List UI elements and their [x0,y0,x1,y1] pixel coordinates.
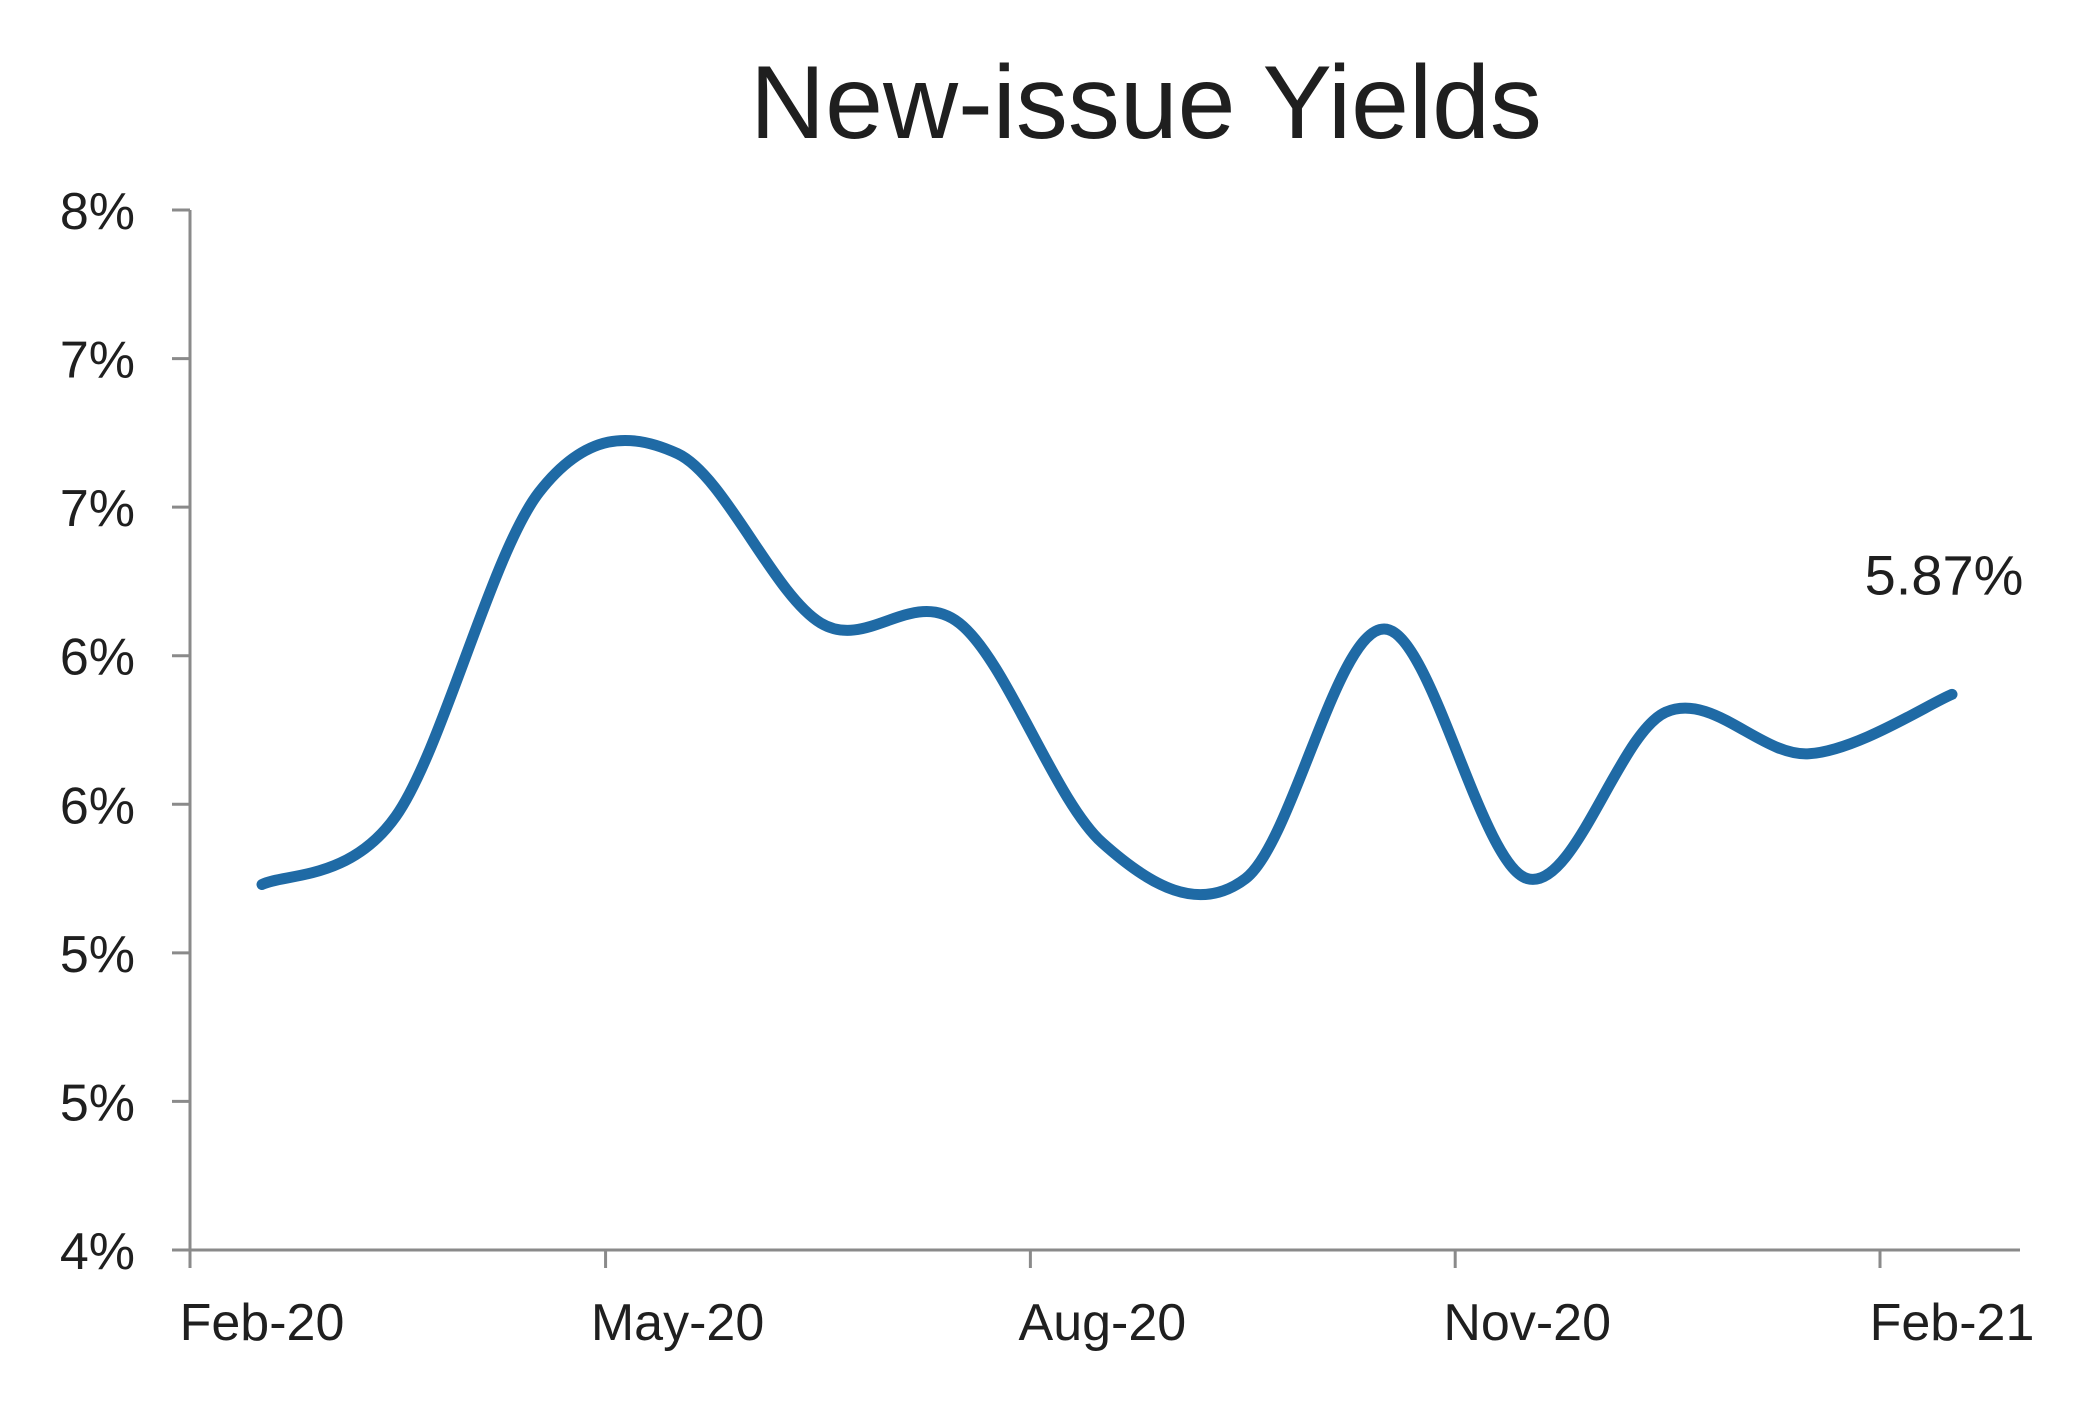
x-tick-label: Nov-20 [1443,1294,1611,1352]
x-tick-label: Feb-21 [1870,1294,2035,1352]
x-tick-label: Aug-20 [1019,1294,1187,1352]
y-tick-label: 7% [60,332,135,390]
x-axis-ticks: Feb-20 May-20 Aug-20 Nov-20 Feb-21 [180,1250,2035,1352]
y-tick-label: 5% [60,926,135,984]
y-tick-label: 5% [60,1074,135,1132]
y-tick-label: 6% [60,777,135,835]
chart-title: New-issue Yields [750,45,1542,161]
series-group [256,434,1958,901]
data-labels: 5.87% [1865,543,2024,606]
series-line [256,434,1958,901]
y-tick-label: 4% [60,1223,135,1281]
y-tick-label: 6% [60,629,135,687]
y-tick-label: 7% [60,480,135,538]
y-axis-ticks: 8% 7% 7% 6% 6% 5% 5% 4% [60,183,190,1281]
data-label-last-value: 5.87% [1865,543,2024,606]
axes [188,210,2020,1252]
y-tick-label: 8% [60,183,135,241]
x-tick-label: May-20 [591,1294,764,1352]
x-tick-label: Feb-20 [180,1294,345,1352]
